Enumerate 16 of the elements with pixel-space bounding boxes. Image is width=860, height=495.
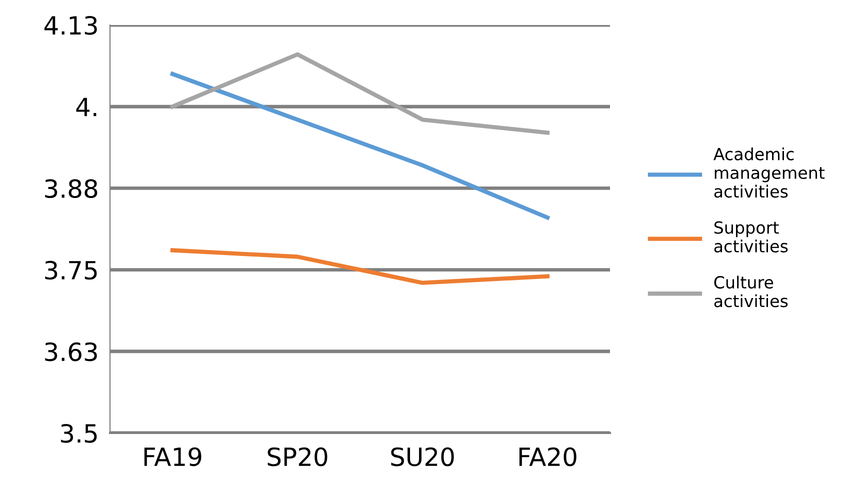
y-tick-label: 4. — [76, 98, 96, 116]
legend-label: Academic management activities — [713, 147, 825, 198]
line-series — [170, 72, 550, 220]
y-tick-label: 3.88 — [45, 179, 98, 198]
y-tick-label: 3.5 — [61, 424, 97, 443]
x-tick-label: SU20 — [391, 447, 454, 466]
x-tick-label: SP20 — [268, 447, 328, 466]
y-tick-label: 3.75 — [45, 260, 97, 280]
y-tick-label: 3.63 — [45, 342, 97, 362]
x-tick-label: FA19 — [144, 447, 202, 466]
legend-label: Support activities — [714, 221, 788, 252]
x-tick-label: FA20 — [519, 447, 576, 466]
line-series — [170, 248, 550, 285]
line-series — [170, 52, 550, 135]
legend-label: Culture activities — [714, 276, 788, 308]
y-tick-label: 4.13 — [44, 16, 97, 35]
